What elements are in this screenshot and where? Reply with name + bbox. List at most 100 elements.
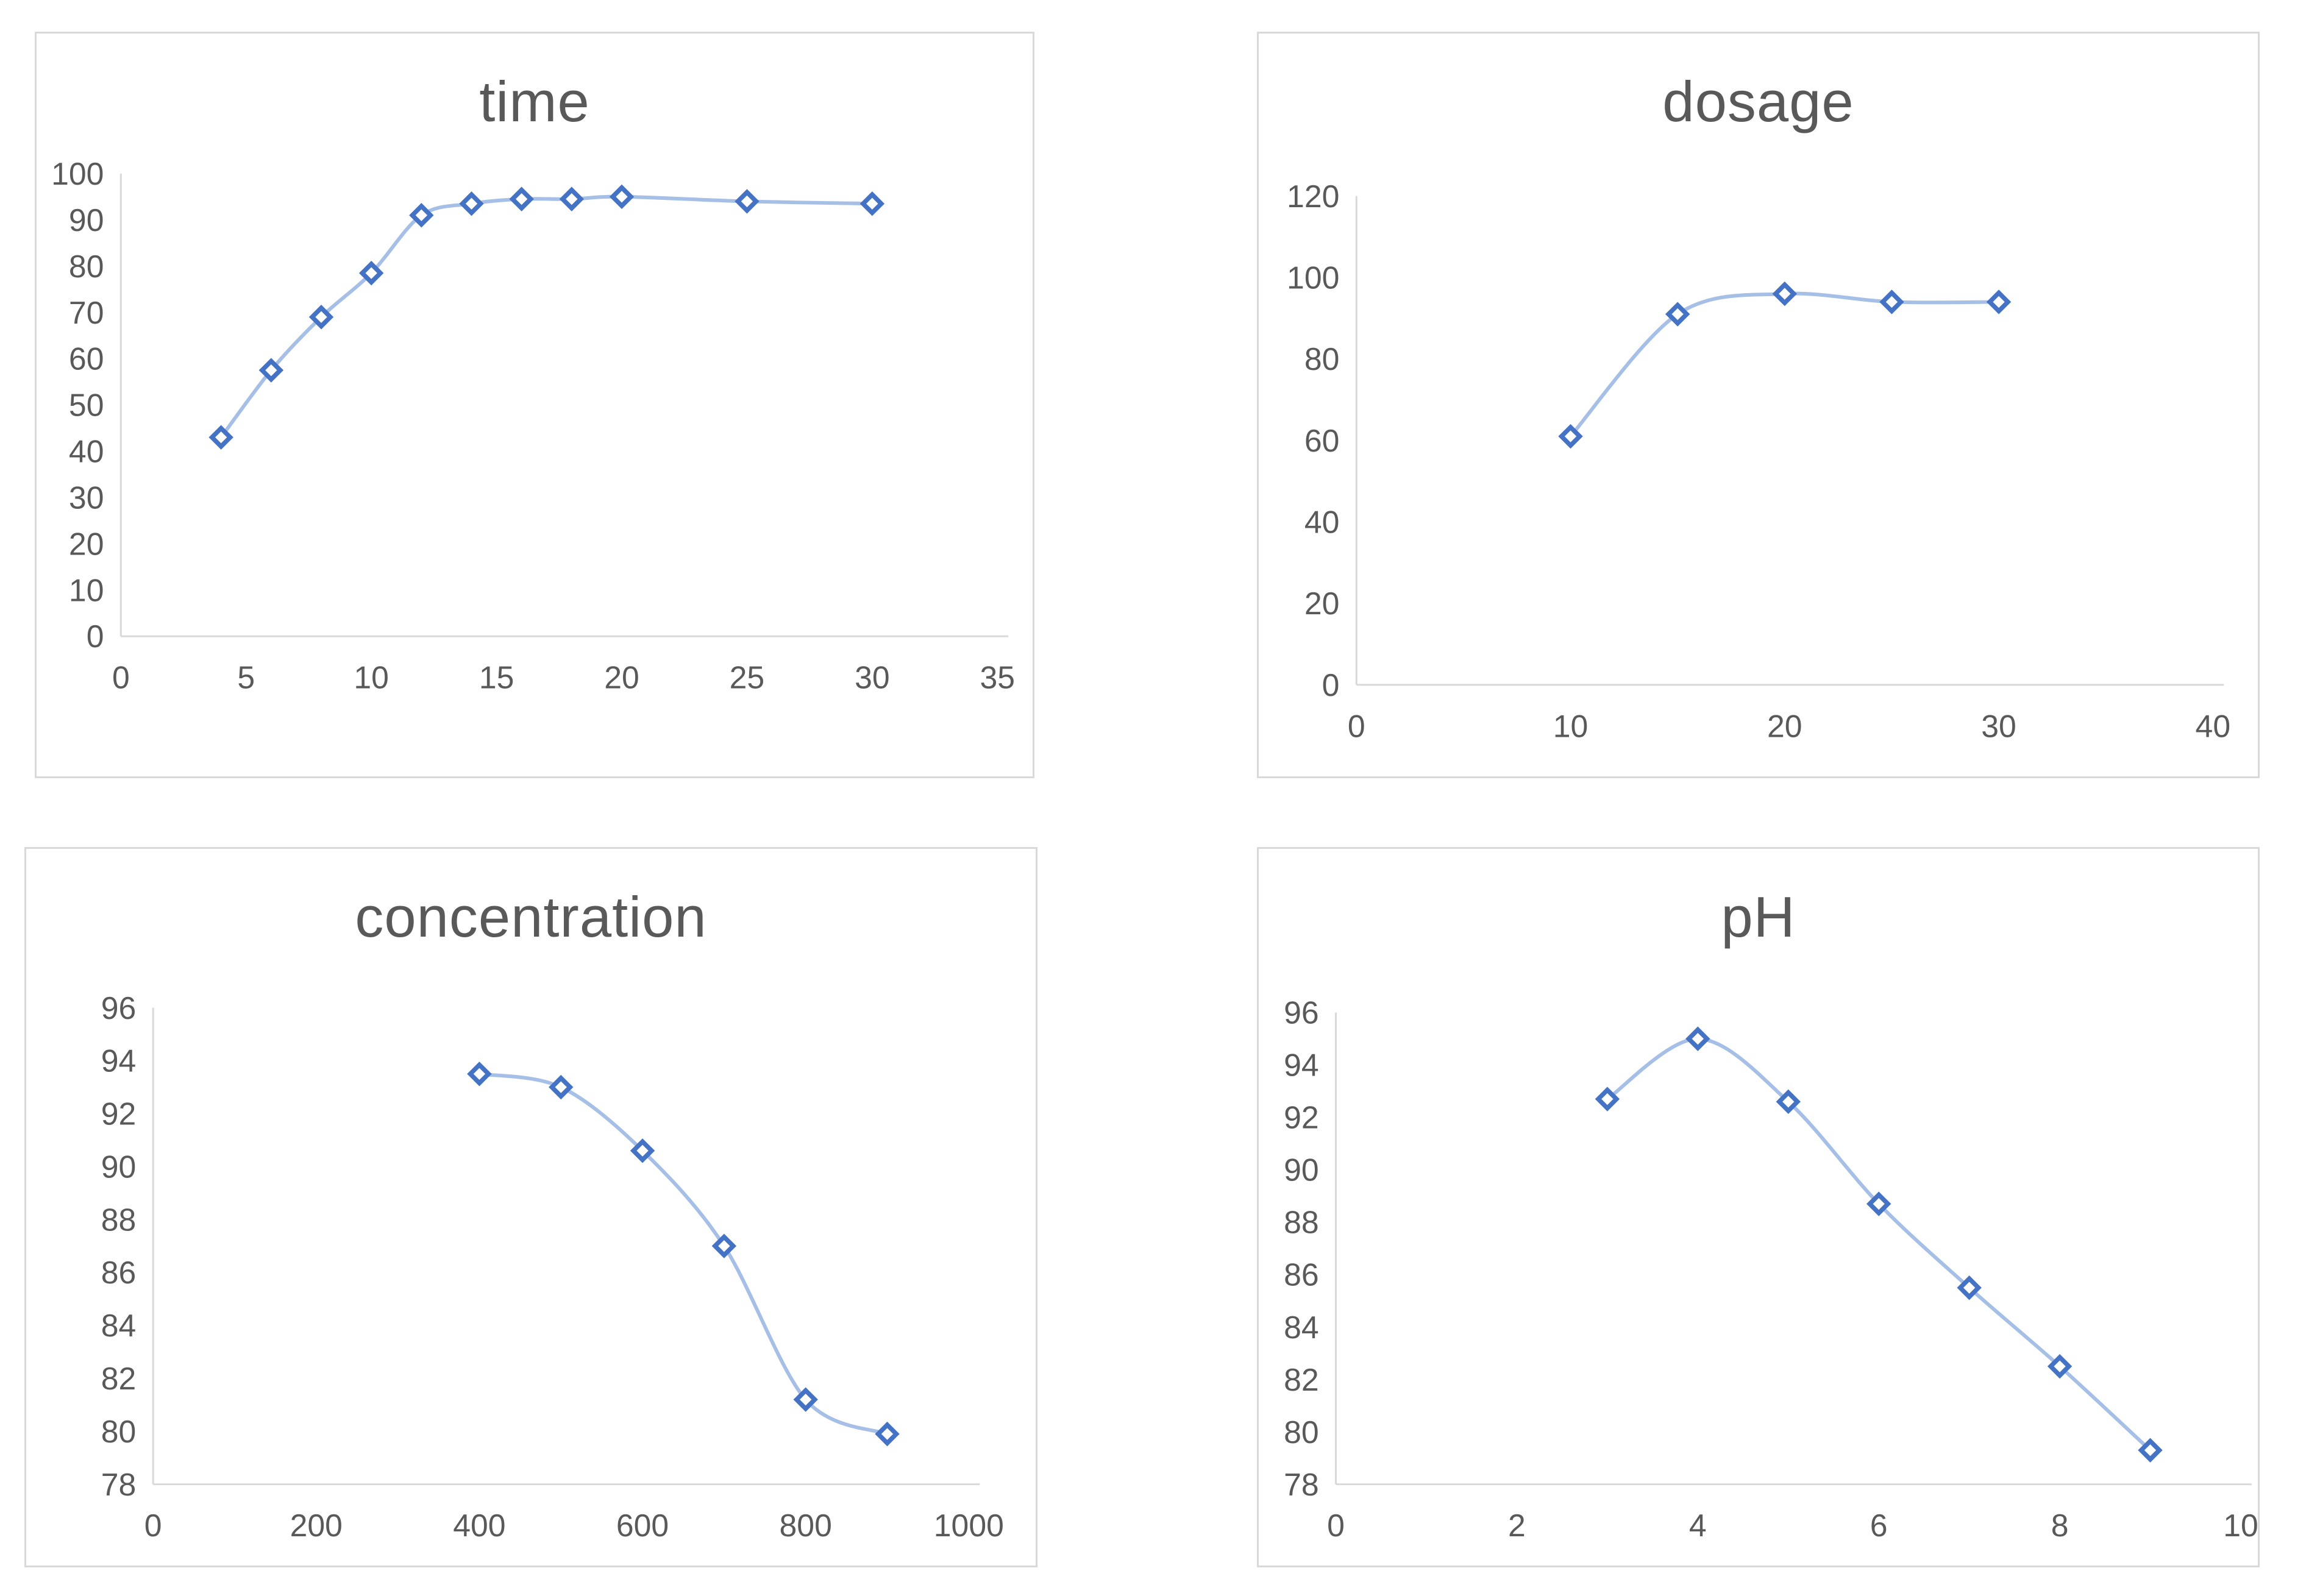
x-tick-label: 10 xyxy=(354,660,389,695)
chart-title-time: time xyxy=(479,69,590,133)
data-point-marker xyxy=(1866,1191,1891,1216)
y-tick-label: 20 xyxy=(1304,586,1340,621)
y-tick-label: 0 xyxy=(1322,667,1340,703)
chart-panel-ph: pH 78 80 82 84 86 88 90 92 94 96 0 2 4 6 8 10 xyxy=(1257,847,2260,1567)
y-tick-label: 90 xyxy=(69,202,104,238)
y-tick-label: 120 xyxy=(1287,179,1339,214)
y-tick-label: 88 xyxy=(101,1202,137,1237)
y-tick-label: 40 xyxy=(69,434,104,469)
y-tick-label: 92 xyxy=(1284,1100,1319,1135)
y-tick-label: 82 xyxy=(1284,1362,1319,1397)
data-point-marker xyxy=(875,1421,900,1447)
y-tick-label: 70 xyxy=(69,295,104,330)
y-tick-label: 96 xyxy=(101,990,137,1026)
series-line xyxy=(477,1072,889,1436)
y-tick-label: 84 xyxy=(101,1308,137,1343)
series-line xyxy=(1605,1037,2152,1452)
data-point-marker xyxy=(609,184,635,210)
x-tick-label: 200 xyxy=(290,1508,343,1543)
data-point-marker xyxy=(509,186,534,211)
data-point-marker xyxy=(208,425,233,450)
y-tick-label: 86 xyxy=(101,1255,137,1290)
y-tick-label: 20 xyxy=(69,526,104,561)
y-tick-label: 100 xyxy=(51,156,104,191)
y-tick-label: 0 xyxy=(87,619,104,654)
data-point-marker xyxy=(1986,289,2012,314)
data-point-marker xyxy=(630,1138,655,1163)
x-tick-label: 400 xyxy=(453,1508,505,1543)
y-tick-label: 92 xyxy=(101,1096,137,1132)
y-tick-label: 82 xyxy=(101,1361,137,1396)
y-tick-label: 84 xyxy=(1284,1310,1319,1345)
data-point-marker xyxy=(559,186,585,211)
data-point-marker xyxy=(793,1387,818,1412)
data-point-marker xyxy=(2047,1353,2073,1379)
data-point-marker xyxy=(711,1233,737,1258)
y-tick-label: 80 xyxy=(69,249,104,284)
data-point-marker xyxy=(459,191,484,216)
x-tick-label: 40 xyxy=(2196,708,2231,743)
x-tick-label: 0 xyxy=(112,660,130,695)
chart-title-ph: pH xyxy=(1721,885,1796,949)
series-line xyxy=(1568,291,2001,439)
x-tick-label: 20 xyxy=(1767,708,1802,743)
chart-panel-concentration: concentration 78 80 82 84 86 88 90 92 94 96 0 200 40… xyxy=(24,847,1037,1567)
x-tick-label: 5 xyxy=(237,660,255,695)
y-tick-label: 94 xyxy=(1284,1048,1319,1083)
data-point-marker xyxy=(1957,1275,1982,1300)
y-tick-label: 100 xyxy=(1287,260,1339,295)
y-tick-label: 90 xyxy=(101,1149,137,1184)
data-point-marker xyxy=(258,358,284,383)
y-tick-label: 78 xyxy=(1284,1467,1319,1502)
data-point-marker xyxy=(859,191,885,216)
x-tick-label: 800 xyxy=(780,1508,832,1543)
x-tick-label: 0 xyxy=(1348,708,1365,743)
chart-title-concentration: concentration xyxy=(355,885,707,949)
data-point-marker xyxy=(2138,1438,2163,1463)
x-tick-label: 10 xyxy=(1553,708,1589,743)
y-tick-label: 88 xyxy=(1284,1205,1319,1240)
x-tick-label: 10 xyxy=(2223,1508,2258,1543)
data-point-marker xyxy=(1879,289,1904,314)
x-tick-label: 30 xyxy=(855,660,890,695)
data-point-marker xyxy=(1558,424,1583,449)
x-tick-label: 2 xyxy=(1508,1508,1526,1543)
y-tick-label: 96 xyxy=(1284,995,1319,1030)
data-point-marker xyxy=(409,202,434,228)
concentration-plot-area: 78 80 82 84 86 88 90 92 94 96 0 200 400 600 800 1000 xyxy=(101,990,1004,1543)
data-point-marker xyxy=(735,189,760,214)
x-tick-label: 20 xyxy=(604,660,639,695)
y-tick-label: 10 xyxy=(69,572,104,608)
data-point-marker xyxy=(308,305,334,330)
x-tick-label: 30 xyxy=(1981,708,2016,743)
data-point-marker xyxy=(1685,1026,1710,1051)
x-tick-label: 600 xyxy=(616,1508,669,1543)
x-tick-label: 15 xyxy=(479,660,514,695)
y-tick-label: 30 xyxy=(69,480,104,515)
y-tick-label: 86 xyxy=(1284,1257,1319,1293)
y-tick-label: 40 xyxy=(1304,504,1340,539)
data-point-marker xyxy=(467,1062,492,1087)
dosage-plot-area: 0 20 40 60 80 100 120 0 10 20 30 40 xyxy=(1287,179,2231,744)
time-plot-area: 0 10 20 30 40 50 60 70 80 90 100 0 5 10 15 20 25 30 35 xyxy=(51,156,1015,695)
data-point-marker xyxy=(1776,1089,1801,1115)
x-tick-label: 4 xyxy=(1689,1508,1707,1543)
y-tick-label: 50 xyxy=(69,388,104,423)
x-tick-label: 1000 xyxy=(934,1508,1004,1543)
x-tick-label: 8 xyxy=(2051,1508,2069,1543)
y-tick-label: 80 xyxy=(101,1414,137,1449)
chart-panel-time: time 0 10 20 30 40 50 60 70 80 90 100 0 5 10 15 20 25 30 3… xyxy=(35,32,1034,778)
x-tick-label: 0 xyxy=(1327,1508,1345,1543)
data-point-marker xyxy=(358,260,384,286)
y-tick-label: 80 xyxy=(1304,341,1340,377)
ph-plot-area: 78 80 82 84 86 88 90 92 94 96 0 2 4 6 8 10 xyxy=(1284,995,2258,1544)
y-tick-label: 90 xyxy=(1284,1152,1319,1188)
x-tick-label: 35 xyxy=(980,660,1015,695)
y-tick-label: 60 xyxy=(1304,423,1340,458)
chart-title-dosage: dosage xyxy=(1662,69,1854,133)
x-tick-label: 6 xyxy=(1870,1508,1888,1543)
y-tick-label: 78 xyxy=(101,1467,137,1502)
x-tick-label: 0 xyxy=(144,1508,162,1543)
y-tick-label: 94 xyxy=(101,1043,137,1079)
data-point-marker xyxy=(1665,302,1690,327)
